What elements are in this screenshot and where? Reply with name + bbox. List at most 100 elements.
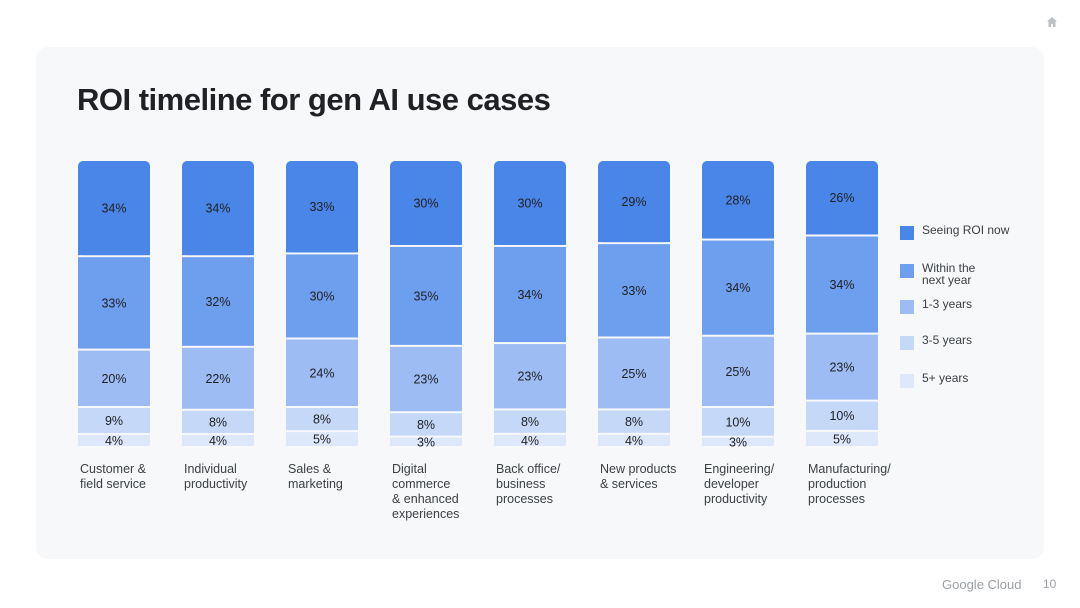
bar-segment — [702, 437, 774, 446]
bar-segment — [78, 407, 150, 433]
page-number: 10 — [1043, 577, 1057, 591]
bar-segment — [390, 246, 462, 345]
legend-swatch — [900, 336, 914, 350]
bar-segment — [598, 434, 670, 446]
bar-segment-corner — [182, 249, 254, 256]
bar-segment — [390, 437, 462, 446]
data-label: 34% — [725, 281, 750, 295]
bar-segment — [78, 350, 150, 406]
data-label: 3% — [729, 435, 747, 449]
bar-segment-corner — [702, 232, 774, 239]
bar-segment — [390, 413, 462, 436]
bar-segment — [286, 161, 358, 253]
category-label: Back office/business processes — [496, 462, 561, 506]
bar-segment — [598, 338, 670, 409]
category-label: Sales & marketing — [288, 462, 343, 491]
category-label-line: & enhanced — [392, 492, 459, 506]
legend-label: 1-3 years — [922, 298, 1032, 310]
bar-segment-corner — [598, 236, 670, 243]
category-label-line: New products — [600, 462, 676, 476]
legend-label: 3-5 years — [922, 334, 1032, 346]
bar-segment-corner — [494, 238, 566, 245]
category-label: New products & services — [600, 462, 676, 491]
data-label: 4% — [105, 434, 123, 448]
category-label-line: Engineering/ — [704, 462, 775, 476]
category-label: Engineering/developer productivity — [704, 462, 775, 506]
bar-segment-corner — [286, 246, 358, 253]
data-label: 34% — [829, 278, 854, 292]
data-label: 33% — [101, 296, 126, 310]
data-label: 30% — [517, 196, 542, 210]
category-label-line: Digital — [392, 462, 427, 476]
bar-segment — [286, 407, 358, 431]
data-label: 8% — [521, 415, 539, 429]
category-label-line: processes — [496, 492, 553, 506]
bar-segment — [806, 161, 878, 235]
category-label: Customer & field service — [80, 462, 147, 491]
bar-segment — [182, 434, 254, 446]
data-label: 34% — [517, 288, 542, 302]
legend-swatch — [900, 374, 914, 388]
bar-segment — [806, 401, 878, 430]
data-label: 29% — [621, 195, 646, 209]
legend-label-line: next year — [922, 273, 972, 287]
bar-stack: 34% 33% 20% 9% 4% — [78, 161, 150, 448]
bar-segment — [78, 257, 150, 349]
data-label: 8% — [417, 418, 435, 432]
data-label: 22% — [205, 372, 230, 386]
bar-segment — [286, 254, 358, 338]
bar-stack: 30% 35% 23% 8% 3% — [390, 161, 462, 449]
bar-segment — [390, 346, 462, 412]
category-label-line: & services — [600, 477, 658, 491]
bar-segment — [702, 407, 774, 436]
data-label: 4% — [521, 434, 539, 448]
page-title: ROI timeline for gen AI use cases — [77, 82, 551, 117]
category-label: Individual productivity — [184, 462, 248, 491]
bar-stack: 29% 33% 25% 8% 4% — [598, 161, 670, 448]
bar-segment — [494, 161, 566, 245]
bar-segment — [494, 434, 566, 446]
bar-segment — [806, 236, 878, 333]
legend-label: 5+ years — [922, 372, 1032, 384]
category-label-line: Customer & — [80, 462, 147, 476]
legend-swatch — [900, 264, 914, 278]
bar-segment — [390, 161, 462, 245]
data-label: 23% — [413, 373, 438, 387]
legend-label-line: 5+ years — [922, 371, 969, 385]
category-label-line: developer — [704, 477, 759, 491]
data-label: 23% — [517, 370, 542, 384]
data-label: 10% — [829, 409, 854, 423]
data-label: 32% — [205, 295, 230, 309]
bar-segment — [78, 161, 150, 256]
data-label: 30% — [413, 196, 438, 210]
category-label-line: commerce — [392, 477, 450, 491]
category-label-line: experiences — [392, 507, 459, 521]
bar-stack: 30% 34% 23% 8% 4% — [494, 161, 566, 448]
bar-segment-corner — [78, 249, 150, 256]
legend-label: Seeing ROI now — [922, 224, 1032, 236]
legend-swatch — [900, 300, 914, 314]
data-label: 33% — [309, 200, 334, 214]
category-label-line: production — [808, 477, 866, 491]
bar-segment — [494, 246, 566, 343]
data-label: 25% — [621, 367, 646, 381]
bar-segment — [598, 161, 670, 243]
bar-segment — [598, 410, 670, 433]
data-label: 34% — [101, 202, 126, 216]
data-label: 9% — [105, 414, 123, 428]
legend-label-line: 3-5 years — [922, 333, 973, 347]
bar-segment — [494, 410, 566, 433]
category-label-line: processes — [808, 492, 865, 506]
home-icon[interactable] — [1046, 16, 1058, 28]
category-label-line: Individual — [184, 462, 237, 476]
data-label: 30% — [309, 289, 334, 303]
bar-segment — [286, 339, 358, 406]
bar-segment — [806, 431, 878, 446]
bar-segment-corner — [806, 228, 878, 235]
data-label: 24% — [309, 366, 334, 380]
bar-segment — [182, 161, 254, 256]
legend-label-line: Seeing ROI now — [922, 223, 1010, 237]
legend-label-line: Within the — [922, 261, 976, 275]
bar-segment — [182, 257, 254, 346]
